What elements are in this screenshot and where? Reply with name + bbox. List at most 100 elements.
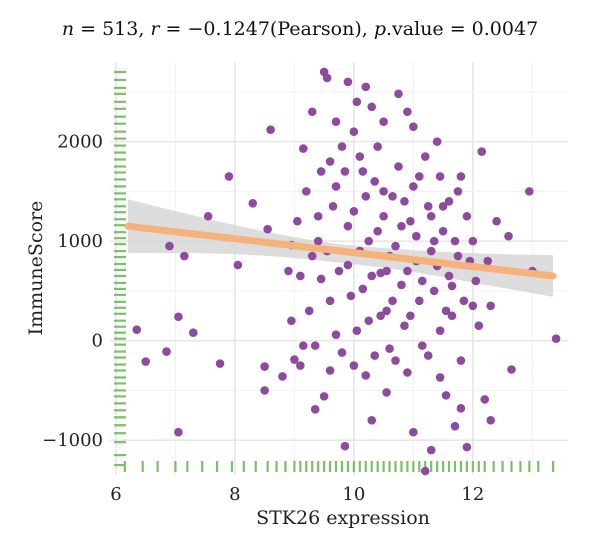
data-point: [313, 236, 323, 246]
data-point: [248, 199, 258, 208]
y-tick-label: 2000: [57, 132, 103, 153]
data-point: [403, 266, 412, 276]
data-point: [435, 373, 445, 382]
data-point: [403, 368, 412, 377]
data-point: [429, 286, 439, 296]
data-point: [307, 107, 317, 117]
data-point: [468, 236, 478, 246]
data-point: [307, 251, 317, 261]
data-point: [331, 330, 341, 339]
data-point: [486, 301, 495, 311]
data-point: [382, 306, 391, 316]
data-point: [525, 187, 534, 196]
y-axis-label: ImmuneScore: [25, 201, 47, 336]
data-point: [290, 355, 299, 364]
data-point: [233, 260, 243, 270]
data-point: [420, 152, 430, 161]
data-point: [340, 441, 350, 451]
data-point: [471, 276, 481, 286]
data-point: [474, 321, 484, 331]
data-point: [406, 216, 415, 226]
data-point: [331, 182, 341, 191]
data-point: [435, 326, 445, 335]
data-point: [417, 276, 427, 286]
data-point: [260, 362, 269, 371]
data-point: [310, 405, 320, 414]
data-point: [349, 127, 359, 136]
n-value: = 513,: [74, 18, 151, 40]
data-point: [180, 251, 189, 261]
data-point: [352, 97, 362, 107]
data-point: [462, 211, 472, 221]
data-point: [278, 372, 287, 381]
data-point: [391, 356, 400, 365]
fit-line: [124, 222, 557, 280]
data-point: [364, 316, 374, 326]
x-tick-label: 8: [229, 484, 240, 505]
data-point: [551, 334, 561, 343]
data-point: [412, 231, 421, 241]
data-point: [162, 347, 171, 356]
data-point: [340, 167, 350, 176]
data-point: [492, 216, 501, 226]
data-point: [361, 82, 371, 92]
data-point: [459, 296, 469, 306]
data-point: [284, 266, 293, 276]
data-point: [141, 357, 150, 366]
data-point: [355, 152, 365, 161]
data-point: [316, 274, 326, 284]
data-point: [260, 386, 269, 395]
data-point: [388, 296, 397, 306]
x-tick-label: 12: [461, 484, 484, 505]
data-point: [349, 206, 359, 216]
x-tick-label: 10: [342, 484, 365, 505]
data-point: [456, 172, 466, 181]
data-point: [403, 107, 412, 117]
data-point: [301, 187, 311, 196]
data-point: [400, 321, 409, 331]
data-point: [266, 125, 275, 134]
y-tick-label: 0: [92, 331, 103, 352]
data-point: [462, 442, 472, 452]
data-point: [432, 137, 442, 146]
data-point: [367, 102, 377, 112]
data-point: [406, 311, 415, 321]
data-point: [174, 427, 183, 437]
data-point: [325, 157, 335, 166]
data-point: [328, 202, 338, 211]
data-point: [337, 142, 347, 151]
p-symbol: p: [373, 18, 387, 40]
data-point: [394, 89, 403, 99]
data-point: [263, 224, 272, 234]
data-point: [349, 361, 359, 370]
data-point: [426, 246, 436, 256]
data-point: [382, 388, 391, 397]
data-point: [358, 167, 368, 176]
data-point: [343, 77, 353, 87]
y-tick-label: −1000: [42, 430, 103, 451]
data-point: [132, 325, 142, 335]
x-tick-labels: 6 8 10 12: [110, 484, 484, 505]
data-point: [409, 427, 418, 437]
data-point: [361, 371, 371, 380]
data-point: [409, 182, 418, 191]
data-point: [480, 395, 490, 404]
r-value: = −0.1247(Pearson),: [159, 18, 374, 40]
data-point: [322, 73, 332, 83]
data-point: [483, 256, 493, 266]
data-point: [376, 311, 385, 321]
data-point: [373, 142, 382, 151]
data-point: [358, 284, 368, 294]
data-point: [468, 301, 478, 311]
data-point: [441, 306, 451, 316]
data-point: [486, 415, 495, 425]
data-point: [299, 341, 308, 350]
data-point: [504, 231, 513, 241]
data-point: [456, 356, 466, 365]
data-point: [299, 144, 308, 153]
data-point: [373, 226, 382, 236]
x-tick-label: 6: [110, 484, 121, 505]
data-point: [507, 365, 516, 374]
